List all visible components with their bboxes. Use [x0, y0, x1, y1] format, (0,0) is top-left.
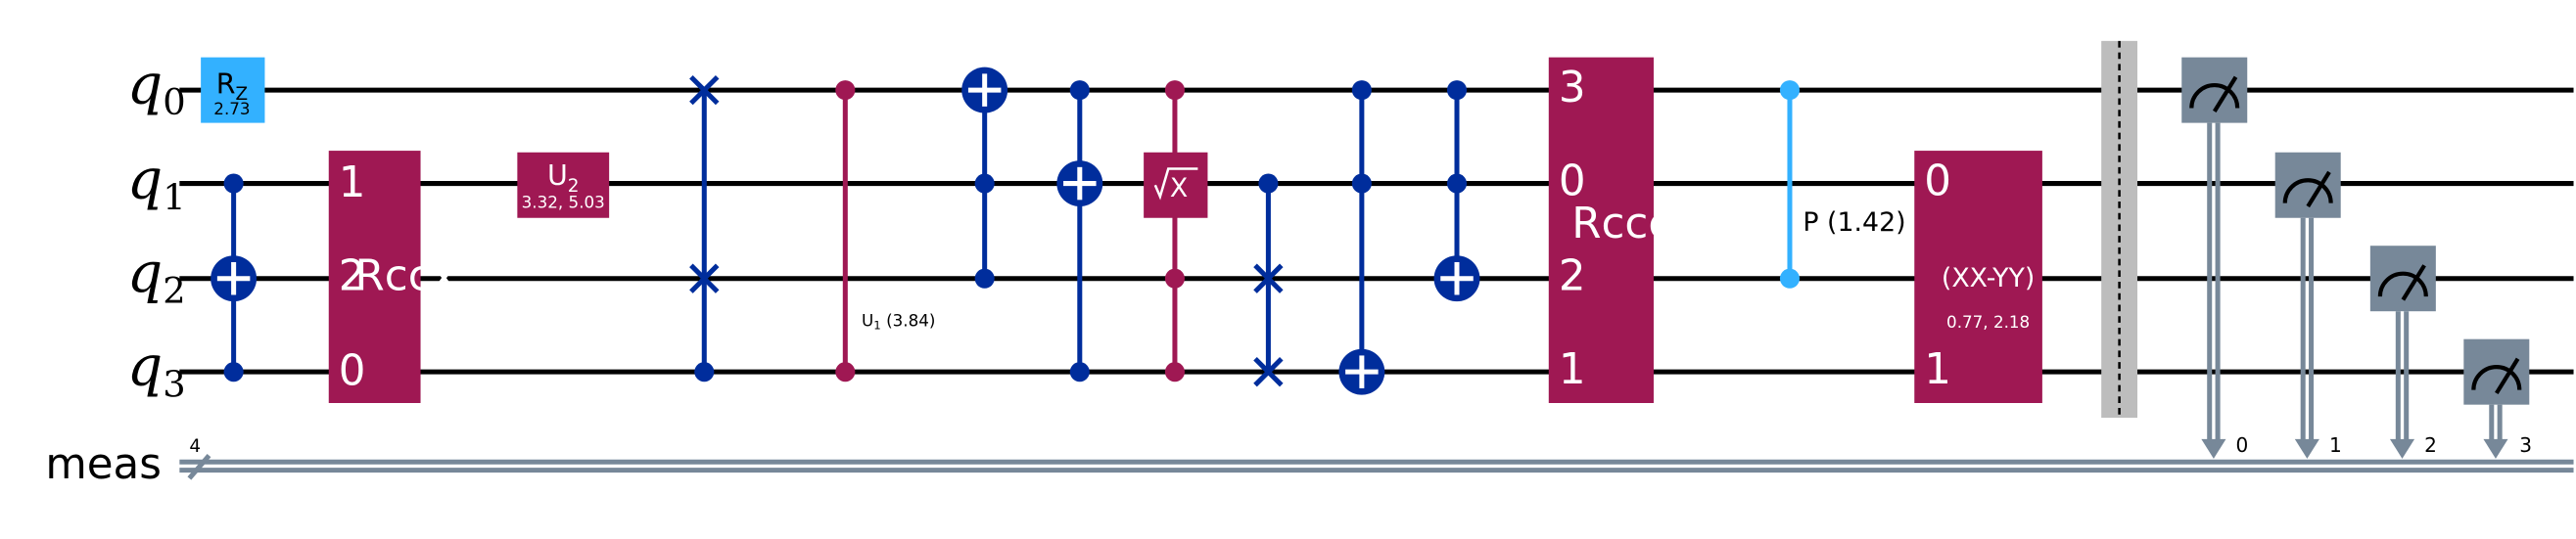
wire-label-q0: q0 [127, 53, 186, 124]
barrier [2101, 40, 2138, 419]
u2-gate: U2 3.32, 5.03 [517, 152, 610, 218]
register-width-label: 4 [189, 436, 201, 457]
rcccx-pin-1: 1 [1559, 345, 1586, 394]
ccx-gate-q1 [1056, 80, 1103, 382]
measure-bit-2: 2 [2424, 433, 2437, 457]
rcccx-label: Rcccx [1571, 200, 1697, 248]
cu1-gate-label: U1 (3.84) [862, 310, 935, 332]
cp-gate-label: P (1.42) [1803, 207, 1905, 238]
cswap-gate [689, 74, 720, 382]
cswap-gate-2 [1253, 173, 1284, 387]
measure-bit-0: 0 [2236, 433, 2249, 457]
wire-label-meas: meas [45, 440, 162, 489]
measure-q1: 1 [2274, 152, 2342, 459]
measure-q2: 2 [2369, 246, 2437, 459]
ccx-gate-q2 [1433, 80, 1480, 302]
wire-label-q1: q1 [127, 148, 186, 219]
rz-gate-label: RZ [216, 67, 248, 105]
csx-gate-label: X [1170, 173, 1188, 203]
cx-gate-q2 [211, 173, 258, 382]
rz-gate: RZ 2.73 [201, 57, 265, 123]
rcccx-gate: 3 0 2 1 Rcccx [1548, 57, 1697, 403]
measure-q3: 3 [2463, 338, 2532, 459]
xx-yy-pin-1: 1 [1924, 345, 1951, 394]
u2-gate-param: 3.32, 5.03 [522, 193, 605, 212]
xx-yy-gate: 0 1 (XX-YY) 0.77, 2.18 [1914, 151, 2042, 403]
rcccx-pin-3: 3 [1559, 64, 1586, 112]
measure-bit-3: 3 [2519, 433, 2532, 457]
rcccx-pin-2: 2 [1559, 251, 1586, 300]
wire-label-q3: q3 [127, 335, 186, 406]
ccx-gate-q3 [1338, 80, 1385, 395]
xx-yy-label: (XX-YY) [1942, 263, 2035, 293]
rccx-gate: 1 2 0 Rccx [328, 151, 457, 403]
csx-gate: X [1144, 80, 1208, 382]
rccx-pin-1: 1 [339, 158, 366, 207]
rcccx-pin-0: 0 [1559, 157, 1586, 205]
xx-yy-param: 0.77, 2.18 [1946, 312, 2030, 332]
rccx-pin-0: 0 [339, 347, 366, 396]
rccx-pin-2: 2 [339, 251, 366, 300]
measure-bit-1: 1 [2329, 433, 2342, 457]
measure-q0: 0 [2181, 57, 2249, 459]
rccx-label: Rccx [355, 251, 457, 300]
cp-gate: P (1.42) [1779, 80, 1906, 289]
cu1-gate: U1 (3.84) [835, 80, 935, 382]
rz-gate-param: 2.73 [213, 99, 250, 118]
ccx-gate-q0 [961, 67, 1008, 289]
classical-wire-meas [179, 453, 2574, 480]
wire-label-q2: q2 [127, 241, 186, 312]
xx-yy-pin-0: 0 [1924, 157, 1951, 205]
u2-gate-label: U2 [547, 159, 580, 197]
